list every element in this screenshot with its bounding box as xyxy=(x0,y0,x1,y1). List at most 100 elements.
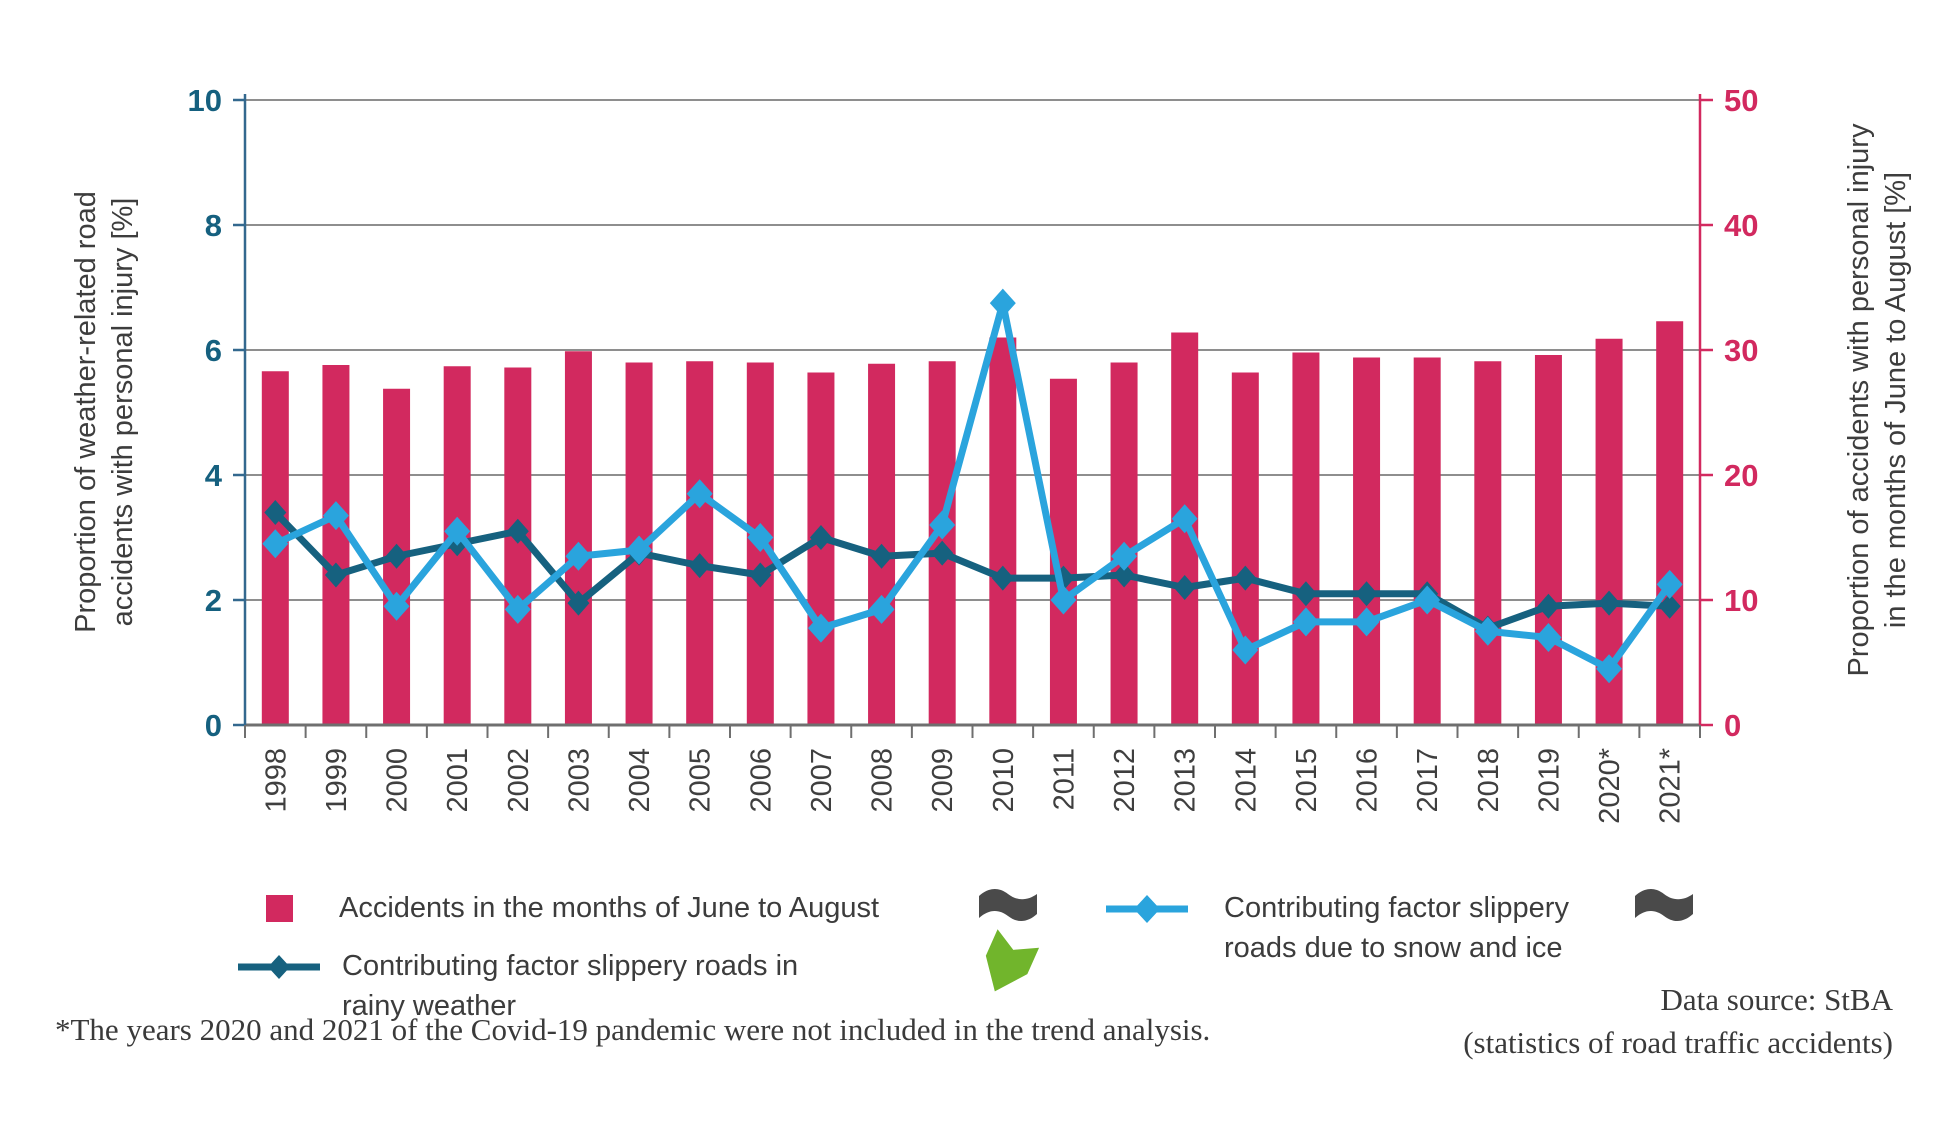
snow-marker-2016 xyxy=(1353,607,1380,637)
left-tick-label-6: 6 xyxy=(205,333,222,368)
year-label-2010: 2010 xyxy=(988,748,1020,813)
rainy-marker-2020* xyxy=(1598,590,1621,616)
data-source-line1: Data source: StBA xyxy=(1660,982,1893,1017)
bar-series-swatch xyxy=(266,895,293,922)
legend-label-rainy: Contributing factor slippery roads in ra… xyxy=(342,950,799,1022)
left-axis-title-line1: Proportion of weather-related road xyxy=(70,191,102,633)
snow-marker-2004 xyxy=(626,535,653,565)
rainy-marker-2005 xyxy=(688,553,711,579)
year-label-2013: 2013 xyxy=(1170,748,1202,813)
rainy-marker-2006 xyxy=(749,562,772,588)
legend-label-snow-ice: Contributing factor slippery roads due t… xyxy=(1224,892,1569,964)
rainy-marker-1998 xyxy=(264,500,287,525)
snow-marker-2021* xyxy=(1656,569,1683,599)
rainy-marker-2015 xyxy=(1294,581,1317,607)
dark-blue-line-swatch xyxy=(238,955,320,979)
bar-2015 xyxy=(1292,352,1320,725)
snow-marker-2003 xyxy=(565,541,592,571)
snow-marker-2020* xyxy=(1596,654,1623,684)
year-label-2019: 2019 xyxy=(1533,748,1565,813)
snow-marker-2011 xyxy=(1050,585,1077,615)
right-axis-title-line2: in the months of June to August [%] xyxy=(1880,171,1912,629)
year-label-2002: 2002 xyxy=(503,748,535,813)
snow-marker-2005 xyxy=(686,479,713,509)
year-label-2020*: 2020* xyxy=(1594,748,1626,824)
rainy-marker-2007 xyxy=(809,525,832,550)
footnote: *The years 2020 and 2021 of the Covid-19… xyxy=(55,1012,1211,1047)
right-tick-label-40: 40 xyxy=(1724,208,1758,243)
bar-2021* xyxy=(1656,321,1684,725)
rainy-marker-2009 xyxy=(931,540,954,566)
year-label-2017: 2017 xyxy=(1412,748,1444,813)
year-label-2007: 2007 xyxy=(806,748,838,813)
snow-marker-2012 xyxy=(1111,541,1138,571)
year-label-2021*: 2021* xyxy=(1655,748,1687,824)
flag-icon xyxy=(979,888,1037,922)
rainy-marker-2021* xyxy=(1658,593,1681,619)
rainy-marker-2013 xyxy=(1173,575,1196,600)
year-label-2000: 2000 xyxy=(382,748,414,813)
year-label-2001: 2001 xyxy=(442,748,474,813)
bar-1999 xyxy=(322,365,350,725)
legend-item-rainy: Contributing factor slippery roads in ra… xyxy=(238,946,798,1026)
rainy-marker-2000 xyxy=(385,543,408,569)
left-tick-label-8: 8 xyxy=(205,208,222,243)
snow-marker-2018 xyxy=(1474,616,1501,646)
bar-2017 xyxy=(1413,357,1441,725)
rainy-marker-1999 xyxy=(324,562,347,588)
year-label-2014: 2014 xyxy=(1230,748,1262,813)
year-label-1999: 1999 xyxy=(321,748,353,813)
bar-2005 xyxy=(686,361,714,725)
rainy-marker-2012 xyxy=(1113,562,1136,588)
legend-item-snow-ice: Contributing factor slippery roads due t… xyxy=(1106,888,1569,968)
snow-marker-2010 xyxy=(989,288,1016,318)
snow-marker-2019 xyxy=(1535,623,1562,652)
data-source: Data source: StBA (statistics of road tr… xyxy=(1463,978,1893,1064)
year-label-2003: 2003 xyxy=(563,748,595,813)
snow-marker-2007 xyxy=(807,613,834,643)
data-source-line2: (statistics of road traffic accidents) xyxy=(1463,1025,1893,1060)
year-label-2018: 2018 xyxy=(1473,748,1505,813)
snow-line xyxy=(273,299,1673,673)
year-label-2016: 2016 xyxy=(1352,748,1384,813)
right-tick-label-30: 30 xyxy=(1724,333,1758,368)
bar-2016 xyxy=(1353,357,1381,725)
year-label-2006: 2006 xyxy=(745,748,777,813)
rainy-marker-2019 xyxy=(1537,593,1560,619)
left-tick-label-2: 2 xyxy=(205,583,222,618)
right-axis-title: Proportion of accidents with personal in… xyxy=(1841,20,1915,780)
right-tick-label-20: 20 xyxy=(1724,458,1758,493)
legend-item-accidents: Accidents in the months of June to Augus… xyxy=(266,888,879,928)
rainy-marker-2010 xyxy=(991,565,1014,591)
left-tick-label-0: 0 xyxy=(205,708,222,743)
snow-marker-2000 xyxy=(383,591,410,621)
year-label-2012: 2012 xyxy=(1109,748,1141,813)
right-tick-label-10: 10 xyxy=(1724,583,1758,618)
snow-marker-2015 xyxy=(1292,607,1319,637)
left-tick-label-10: 10 xyxy=(188,83,222,118)
bar-2014 xyxy=(1231,372,1259,725)
snow-marker-2002 xyxy=(504,594,531,624)
right-axis-title-line1: Proportion of accidents with personal in… xyxy=(1843,123,1875,677)
year-label-2004: 2004 xyxy=(624,748,656,813)
rainy-marker-2002 xyxy=(506,518,529,544)
bar-2018 xyxy=(1474,361,1502,725)
snow-marker-2013 xyxy=(1171,504,1198,534)
snow-marker-1998 xyxy=(262,529,289,559)
snow-marker-2006 xyxy=(747,523,774,552)
bar-2003 xyxy=(564,351,592,725)
left-axis-title: Proportion of weather-related road accid… xyxy=(68,47,142,777)
bar-2019 xyxy=(1534,355,1562,725)
year-label-1998: 1998 xyxy=(260,748,292,813)
right-tick-label-0: 0 xyxy=(1724,708,1741,743)
left-tick-label-4: 4 xyxy=(205,458,223,493)
snow-marker-2001 xyxy=(444,516,471,546)
year-label-2008: 2008 xyxy=(867,748,899,813)
rainy-marker-2014 xyxy=(1234,565,1257,591)
year-label-2015: 2015 xyxy=(1291,748,1323,813)
bar-2010 xyxy=(989,337,1017,725)
light-blue-line-swatch xyxy=(1106,895,1188,923)
right-tick-label-50: 50 xyxy=(1724,83,1758,118)
